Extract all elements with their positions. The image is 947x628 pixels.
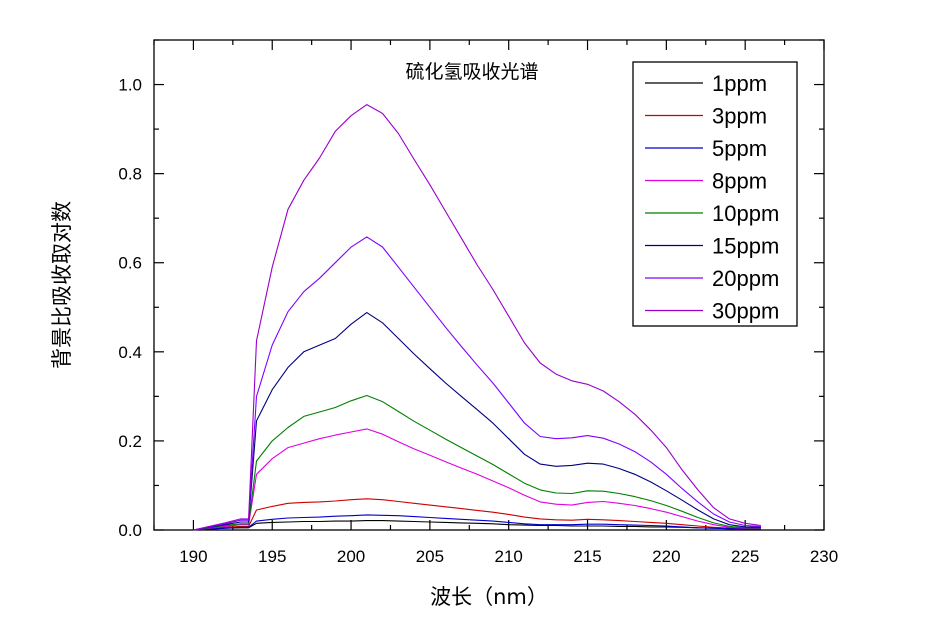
y-tick-label: 0.4 xyxy=(118,343,142,362)
y-tick-label: 0.8 xyxy=(118,165,142,184)
chart-title: 硫化氢吸收光谱 xyxy=(405,61,538,83)
legend-label: 3ppm xyxy=(712,104,767,129)
legend: 1ppm 3ppm 5ppm 8ppm 10ppm 15ppm 20ppm 30ppm xyxy=(632,61,798,327)
x-tick-label: 210 xyxy=(495,547,523,566)
tick-marks xyxy=(153,39,825,531)
series-line-15ppm xyxy=(193,312,761,531)
y-tick-label: 0.2 xyxy=(118,432,142,451)
x-tick-label: 200 xyxy=(337,547,365,566)
legend-box xyxy=(632,61,798,327)
series-line-8ppm xyxy=(193,428,761,531)
x-tick-label: 230 xyxy=(810,547,838,566)
y-tick-label: 0.6 xyxy=(118,254,142,273)
series-line-5ppm xyxy=(193,514,761,531)
legend-label: 5ppm xyxy=(712,136,767,161)
legend-label: 1ppm xyxy=(712,71,767,96)
x-tick-labels: 190 195 200 205 210 215 220 225 230 xyxy=(179,547,838,566)
y-tick-label: 1.0 xyxy=(118,76,142,95)
legend-label: 15ppm xyxy=(712,234,779,259)
series-line-1ppm xyxy=(193,520,761,531)
series-line-30ppm xyxy=(193,104,761,531)
legend-label: 20ppm xyxy=(712,266,779,291)
y-axis-title: 背景比吸收取对数 xyxy=(50,201,74,369)
legend-label: 8ppm xyxy=(712,169,767,194)
series-line-3ppm xyxy=(193,498,761,531)
y-tick-label: 0.0 xyxy=(118,521,142,540)
series-line-20ppm xyxy=(193,236,761,531)
series-lines xyxy=(193,104,761,531)
x-tick-label: 190 xyxy=(179,547,207,566)
x-tick-label: 225 xyxy=(731,547,759,566)
y-tick-labels: 0.0 0.2 0.4 0.6 0.8 1.0 xyxy=(118,76,142,540)
x-tick-label: 215 xyxy=(573,547,601,566)
x-tick-label: 195 xyxy=(258,547,286,566)
x-axis-title: 波长（nm） xyxy=(430,585,548,609)
legend-label: 10ppm xyxy=(712,201,779,226)
series-line-10ppm xyxy=(193,394,761,531)
legend-label: 30ppm xyxy=(712,299,779,324)
x-tick-label: 220 xyxy=(652,547,680,566)
plot-frame xyxy=(153,39,825,531)
x-tick-label: 205 xyxy=(416,547,444,566)
